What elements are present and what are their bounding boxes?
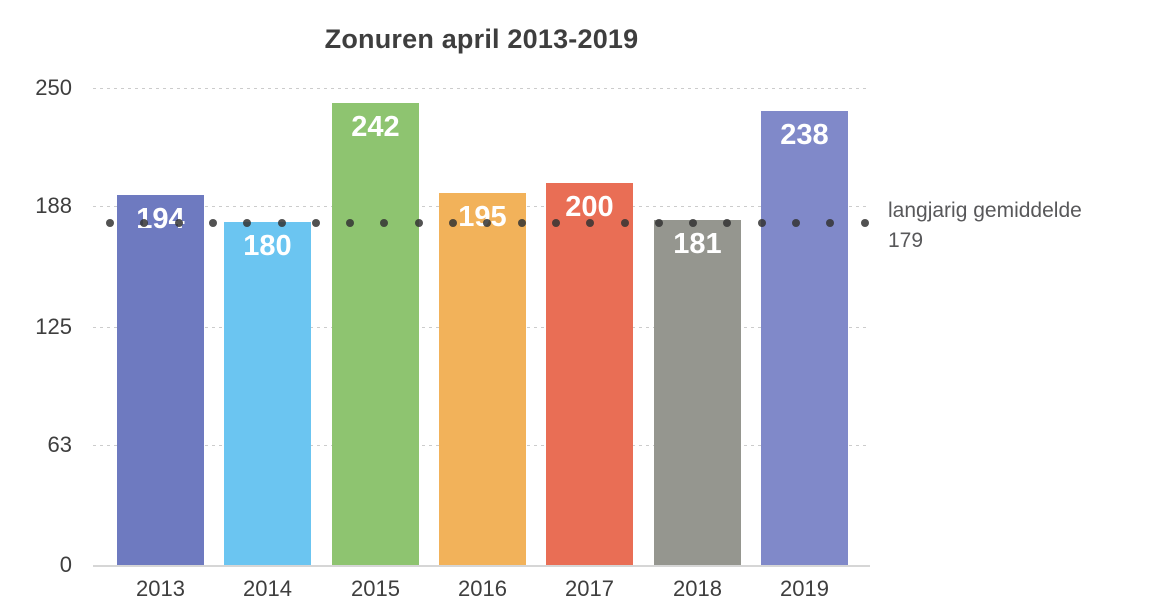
x-tick-label: 2014 [243, 576, 292, 601]
average-line-dot [380, 219, 388, 227]
bar-value-label: 181 [673, 228, 722, 260]
average-line-dot [140, 219, 148, 227]
average-line-dot [518, 219, 526, 227]
x-tick-label: 2015 [351, 576, 400, 601]
average-line-dot [621, 219, 629, 227]
average-line-value: 179 [888, 229, 924, 252]
x-axis-line [93, 565, 870, 567]
average-line-dot [243, 219, 251, 227]
x-tick-label: 2013 [136, 576, 185, 601]
bar-value-label: 238 [780, 119, 829, 151]
x-tick-label: 2019 [780, 576, 829, 601]
average-line-dot [449, 219, 457, 227]
average-line-dot [415, 219, 423, 227]
bar-2016 [439, 193, 526, 565]
y-tick-label: 188 [35, 193, 72, 218]
average-line-dot [312, 219, 320, 227]
average-line-dot [655, 219, 663, 227]
bar-value-label: 180 [243, 230, 292, 262]
average-line-dot [209, 219, 217, 227]
bar-2017 [546, 183, 633, 565]
average-line-dot [346, 219, 354, 227]
bar-2013 [117, 195, 204, 565]
average-line-dot [106, 219, 114, 227]
average-line-dot [826, 219, 834, 227]
average-line-annotation: langjarig gemiddelde 179 [888, 196, 1082, 256]
average-line-dot [278, 219, 286, 227]
bar-value-label: 200 [565, 191, 614, 223]
average-line-dot [175, 219, 183, 227]
y-tick-label: 125 [35, 314, 72, 339]
bar-2019 [761, 111, 848, 565]
x-tick-label: 2017 [565, 576, 614, 601]
x-tick-label: 2016 [458, 576, 507, 601]
bar-value-label: 194 [136, 203, 185, 235]
average-line-dot [586, 219, 594, 227]
x-tick-label: 2018 [673, 576, 722, 601]
y-tick-label: 250 [35, 75, 72, 100]
bar-value-label: 242 [351, 111, 400, 143]
average-line-dot [792, 219, 800, 227]
average-line-dot [758, 219, 766, 227]
bar-2015 [332, 103, 419, 565]
bar-2014 [224, 222, 311, 565]
bar-value-label: 195 [458, 201, 507, 233]
bar-2018 [654, 220, 741, 565]
average-line-dot [552, 219, 560, 227]
chart-title: Zonuren april 2013-2019 [324, 24, 639, 54]
y-tick-label: 63 [47, 432, 72, 457]
average-line-label: langjarig gemiddelde [888, 199, 1082, 222]
y-tick-label: 0 [59, 552, 72, 577]
average-line-dot [689, 219, 697, 227]
average-line-dot [861, 219, 869, 227]
average-line-dot [723, 219, 731, 227]
gridline [93, 88, 870, 89]
average-line-dot [483, 219, 491, 227]
